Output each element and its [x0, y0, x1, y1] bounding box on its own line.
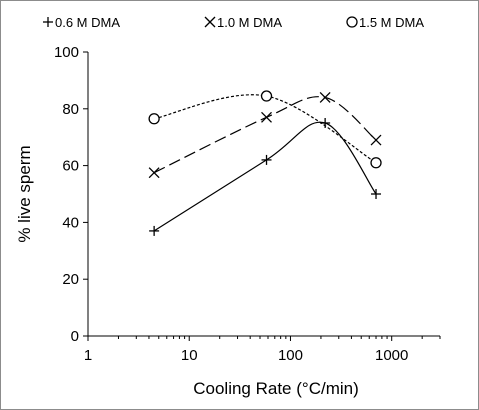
y-tick-label: 20 — [62, 271, 79, 288]
data-point-cross — [261, 111, 272, 123]
legend-entry: 0.6 M DMA — [55, 15, 120, 30]
data-point-cross — [370, 134, 382, 146]
y-tick-label: 100 — [54, 44, 79, 61]
legend-marker-plus — [43, 17, 53, 27]
legend-entry: 1.5 M DMA — [359, 15, 424, 30]
tick-marks: 0 20 40 60 80 100 1 10 100 1000 — [54, 44, 441, 364]
y-axis-title: % live sperm — [15, 145, 34, 242]
legend-marker-circle — [346, 16, 358, 28]
y-tick-label: 0 — [71, 328, 79, 345]
legend: 0.6 M DMA 1.0 M DMA 1.5 M DMA — [43, 15, 424, 30]
data-point-cross — [148, 167, 160, 179]
x-tick-label: 1000 — [375, 347, 408, 364]
y-tick-label: 40 — [62, 214, 79, 231]
data-point-cross — [319, 91, 331, 103]
series-line-3 — [154, 94, 377, 164]
x-tick-label: 10 — [181, 347, 198, 364]
data-point-circle — [370, 157, 382, 169]
y-tick-label: 60 — [62, 158, 79, 175]
data-point-plus — [149, 225, 160, 236]
legend-marker-cross — [204, 16, 216, 28]
y-tick-label: 80 — [62, 101, 79, 118]
axes — [87, 52, 440, 337]
x-tick-label: 1 — [84, 347, 92, 364]
data-point-circle — [148, 113, 160, 125]
data-markers — [148, 90, 382, 236]
data-point-plus — [371, 189, 382, 199]
data-point-plus — [320, 118, 331, 128]
legend-entry: 1.0 M DMA — [217, 15, 282, 30]
x-tick-label: 100 — [278, 347, 303, 364]
x-axis-title: Cooling Rate (°C/min) — [193, 379, 359, 398]
data-point-plus — [261, 154, 272, 165]
data-point-circle — [260, 90, 273, 102]
series-line-1 — [153, 121, 377, 232]
